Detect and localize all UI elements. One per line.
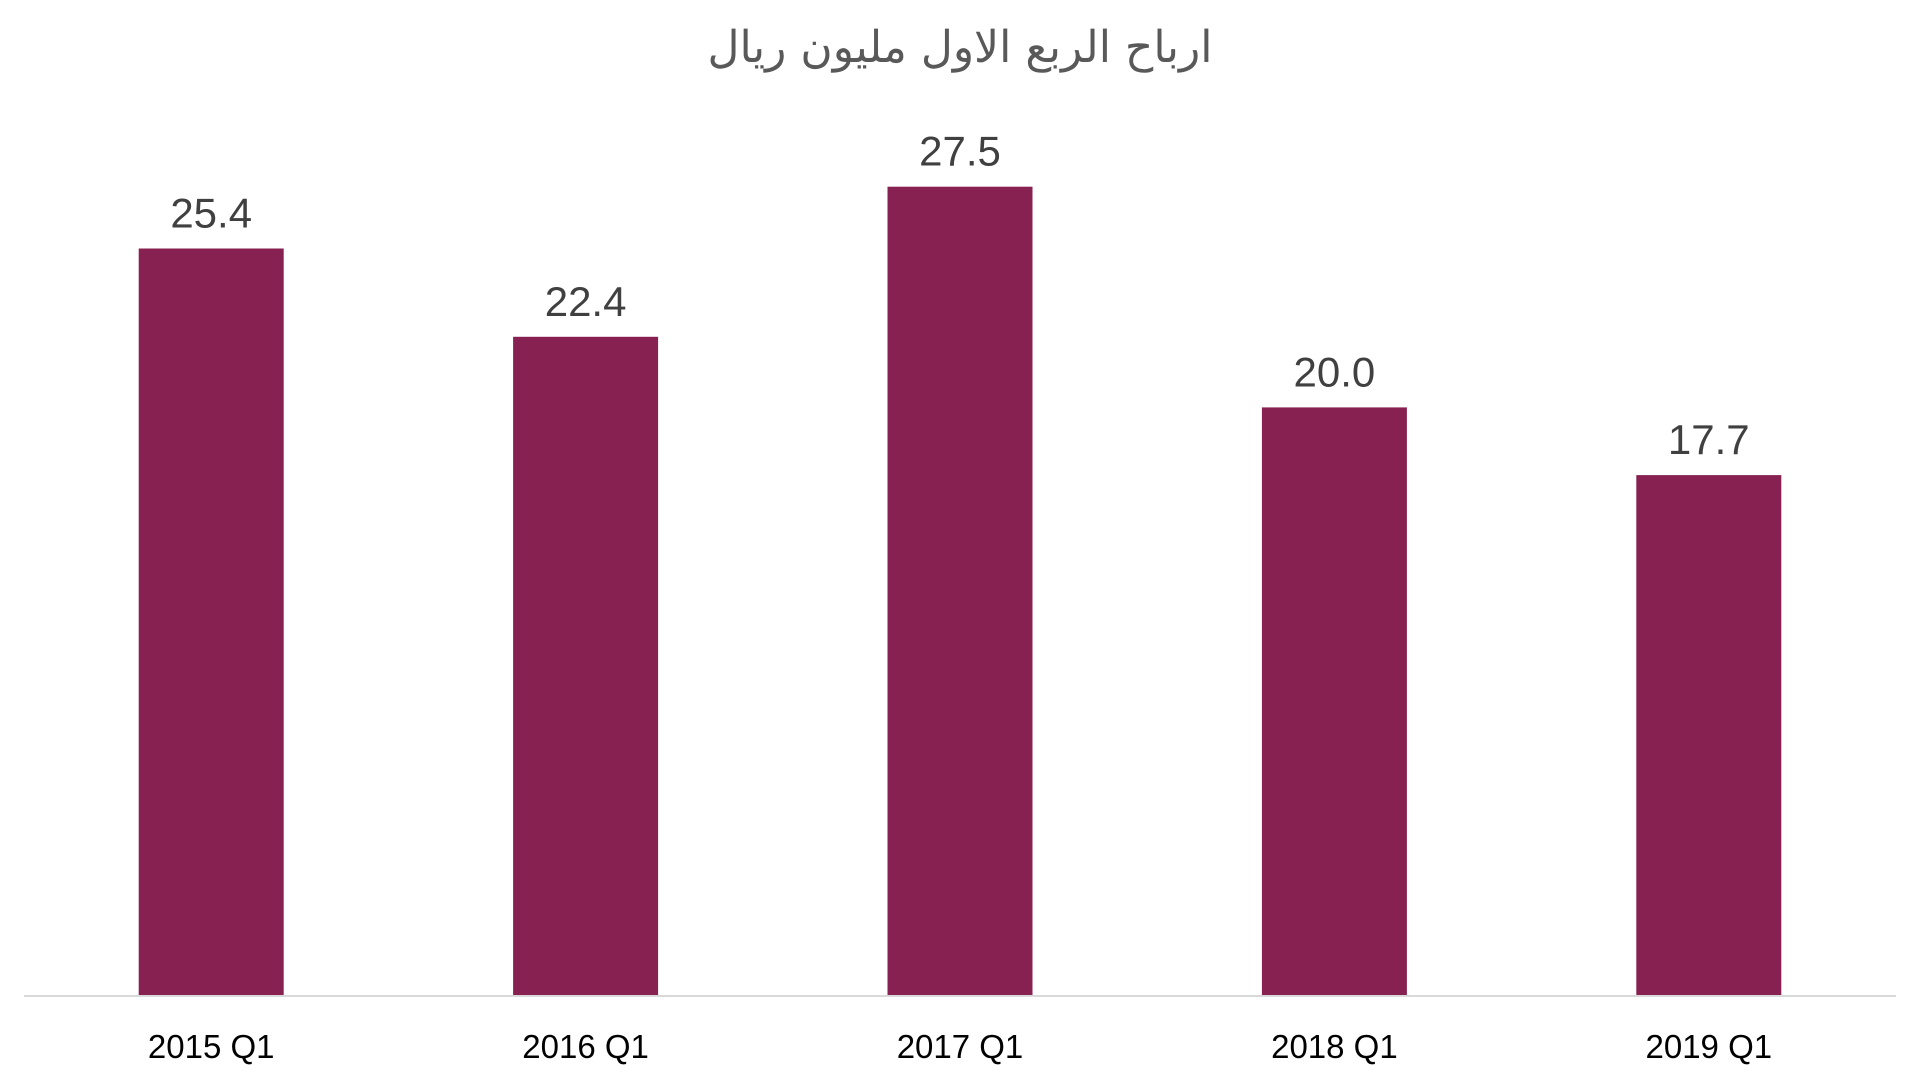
data-label: 25.4 — [170, 190, 252, 237]
bar-2017-q1 — [887, 186, 1033, 996]
bar-2015-q1 — [138, 248, 284, 996]
data-labels-group: 25.4 22.4 27.5 20.0 17.7 — [170, 128, 1749, 463]
bar-2016-q1 — [513, 336, 659, 996]
data-label: 22.4 — [545, 278, 627, 325]
data-label: 20.0 — [1294, 348, 1376, 395]
x-tick-label: 2019 Q1 — [1645, 1028, 1772, 1065]
x-tick-label: 2017 Q1 — [897, 1028, 1024, 1065]
x-tick-label: 2018 Q1 — [1271, 1028, 1398, 1065]
bar-2018-q1 — [1261, 407, 1407, 996]
chart-title: ارباح الربع الاول مليون ريال — [708, 22, 1213, 73]
bars-group — [138, 186, 1782, 997]
data-label: 17.7 — [1668, 416, 1750, 463]
x-tick-label: 2015 Q1 — [148, 1028, 275, 1065]
data-label: 27.5 — [919, 128, 1001, 175]
bar-2019-q1 — [1636, 475, 1782, 997]
x-tick-label: 2016 Q1 — [522, 1028, 649, 1065]
x-tick-labels-group: 2015 Q1 2016 Q1 2017 Q1 2018 Q1 2019 Q1 — [148, 1028, 1772, 1065]
